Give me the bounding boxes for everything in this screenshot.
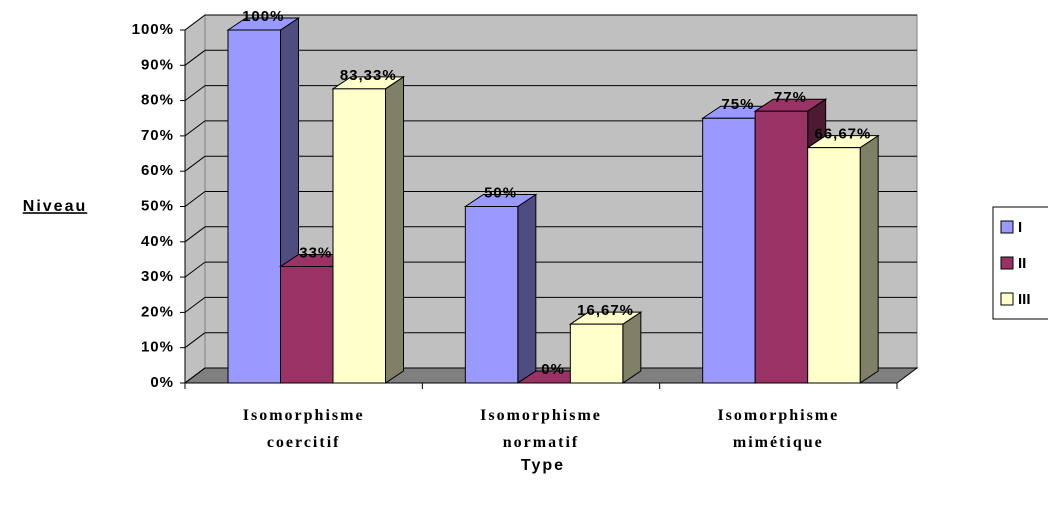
legend-swatch (1000, 292, 1014, 306)
y-tick-label: 60% (141, 162, 174, 179)
legend-label: III (1018, 291, 1031, 308)
bar (702, 117, 756, 384)
grid-line (184, 14, 206, 31)
value-label: 77% (774, 89, 807, 106)
y-tick-label: 90% (141, 56, 174, 73)
value-label: 75% (721, 96, 754, 113)
grid-line (184, 155, 206, 172)
grid-line (184, 120, 206, 137)
grid-line (184, 191, 206, 207)
y-tick-label: 50% (141, 197, 174, 214)
y-tick-label: 40% (141, 233, 174, 250)
value-label: 50% (484, 184, 517, 201)
y-tick-label: 80% (141, 92, 174, 109)
x-tick-label: Isomorphisme mimétique (717, 407, 840, 451)
bar-side (859, 134, 879, 384)
grid-line (184, 85, 206, 101)
grid-line (184, 261, 206, 278)
x-axis-label: Type (521, 457, 565, 474)
y-tick-label: 20% (141, 303, 174, 320)
value-label: 16,67% (577, 302, 634, 319)
value-label: 0% (541, 361, 565, 378)
legend-label: I (1018, 219, 1022, 236)
grid-line (184, 367, 206, 384)
x-tick-label: Isomorphisme coercitif (242, 407, 365, 451)
y-tick-label: 10% (141, 339, 174, 356)
bar (280, 266, 334, 384)
grid-line (184, 296, 206, 313)
y-tick-label: 30% (141, 268, 174, 285)
value-label: 33% (299, 244, 332, 261)
value-label: 66,67% (814, 126, 871, 143)
bar (754, 110, 809, 384)
bar (227, 29, 281, 384)
x-tick-label: Isomorphisme normatif (480, 407, 602, 451)
grid-line (184, 49, 206, 66)
grid-line (184, 226, 206, 243)
bar (569, 323, 624, 384)
bar-side (385, 75, 404, 384)
grid-line (184, 332, 206, 349)
value-label: 100% (242, 8, 284, 25)
y-tick-label: 70% (141, 127, 174, 144)
y-tick-label: 100% (132, 21, 174, 38)
y-axis-label: Niveau (23, 198, 87, 215)
legend-swatch (1000, 220, 1014, 234)
legend-swatch (1000, 256, 1014, 270)
bar (464, 206, 519, 384)
bar-side (517, 193, 537, 384)
legend-label: II (1018, 255, 1026, 272)
bar (807, 147, 861, 384)
value-label: 83,33% (340, 67, 397, 84)
bar (332, 88, 386, 384)
y-tick-label: 0% (150, 374, 174, 391)
